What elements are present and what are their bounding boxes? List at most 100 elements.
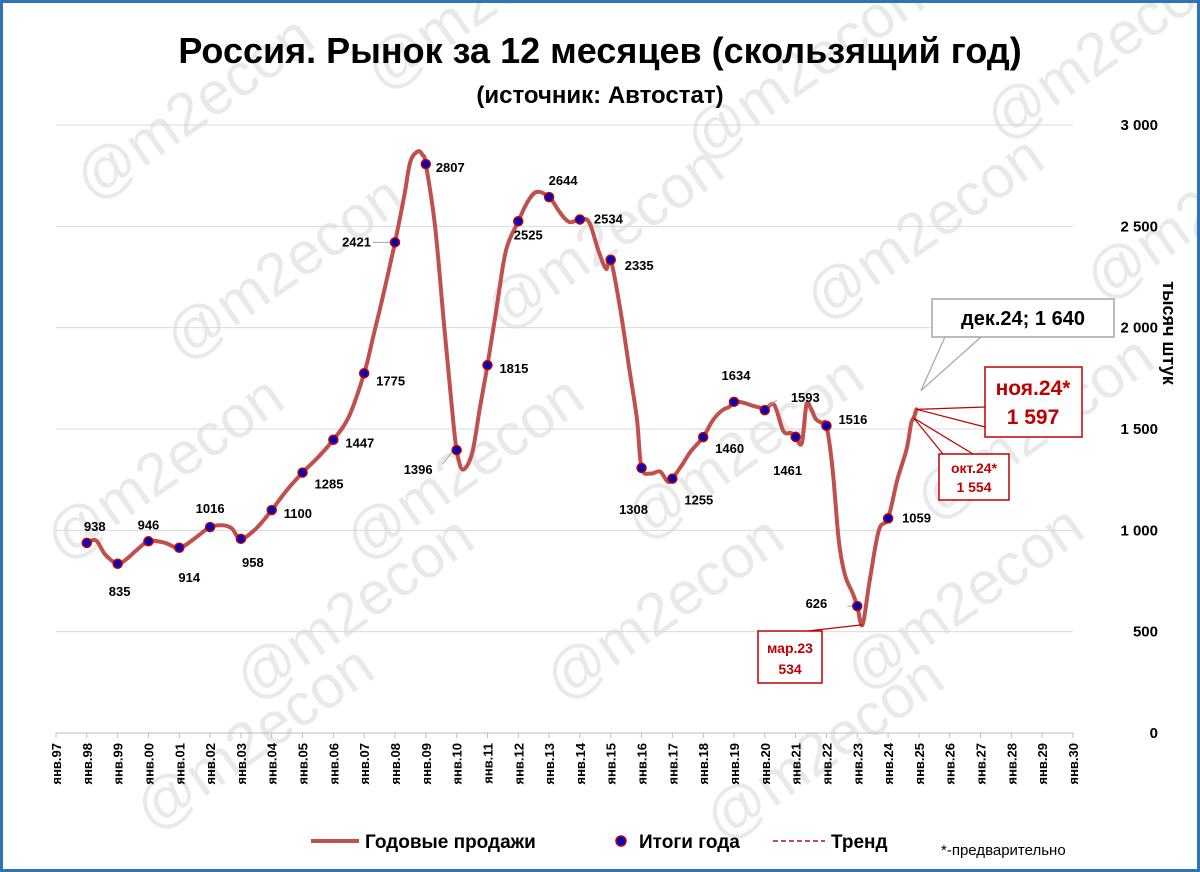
leader-1396 xyxy=(442,449,455,465)
y-tick-label-0: 0 xyxy=(1150,725,1158,742)
x-tick-label-6: янв.03 xyxy=(234,743,249,785)
x-tick-label-29: янв.26 xyxy=(943,743,958,785)
data-label-1396: 1396 xyxy=(404,462,433,477)
legend: Годовые продажи Итоги года Тренд xyxy=(311,832,888,853)
data-label-2525: 2525 xyxy=(514,227,543,242)
gridlines xyxy=(56,124,1073,734)
data-label-626: 626 xyxy=(806,596,828,611)
data-label-1255: 1255 xyxy=(684,493,713,508)
callout-oct24-label: окт.24* xyxy=(951,460,998,476)
year-total-marker-2421 xyxy=(389,237,401,248)
data-label-1593: 1593 xyxy=(791,390,820,405)
y-axis-label: тысяч штук xyxy=(1159,281,1179,385)
callout-dec24-text: дек.24; 1 640 xyxy=(961,308,1085,330)
callout-oct24: окт.24* 1 554 xyxy=(938,453,1010,501)
year-total-marker-1308 xyxy=(636,462,647,474)
x-tick-label-5: янв.02 xyxy=(203,743,218,785)
data-label-1016: 1016 xyxy=(196,501,225,516)
x-tick-label-30: янв.27 xyxy=(974,743,989,785)
legend-label-year-totals: Итоги года xyxy=(639,832,740,853)
year-total-marker-946 xyxy=(143,536,154,547)
x-tick-label-15: янв.12 xyxy=(511,743,526,785)
year-total-marker-1516 xyxy=(821,420,832,432)
data-label-835: 835 xyxy=(109,584,131,599)
x-tick-label-1: янв.98 xyxy=(80,743,95,785)
x-tick-label-22: янв.19 xyxy=(727,743,742,785)
year-total-marker-1100 xyxy=(266,504,277,516)
x-tick-label-7: янв.04 xyxy=(265,742,280,784)
data-label-938: 938 xyxy=(84,519,106,534)
year-total-marker-938 xyxy=(81,537,93,549)
year-total-marker-1016 xyxy=(204,521,216,533)
x-tick-label-13: янв.10 xyxy=(450,743,465,785)
x-tick-label-28: янв.25 xyxy=(912,743,927,785)
x-tick-label-12: янв.09 xyxy=(419,743,434,785)
legend-label-annual-sales: Годовые продажи xyxy=(365,832,536,853)
leader-dec24-a xyxy=(920,336,946,391)
leader-mar23 xyxy=(807,624,863,632)
year-total-marker-1775 xyxy=(358,368,370,379)
year-total-marker-2644 xyxy=(543,191,555,203)
leader-nov24-b xyxy=(916,408,986,428)
y-axis: 0 500 1 000 1 500 2 000 2 500 3 000 xyxy=(1120,117,1158,742)
x-tick-label-21: янв.18 xyxy=(696,743,711,785)
callout-nov24-value: 1 597 xyxy=(1007,406,1060,429)
x-tick-label-26: янв.23 xyxy=(850,743,865,785)
x-tick-label-32: янв.29 xyxy=(1035,743,1050,785)
callout-mar23-value: 534 xyxy=(778,661,802,677)
leader-dec24-b xyxy=(920,336,982,392)
data-label-1460: 1460 xyxy=(715,441,744,456)
data-label-1285: 1285 xyxy=(315,477,344,492)
year-total-marker-2534 xyxy=(574,214,586,225)
legend-swatch-year-totals xyxy=(615,835,627,847)
y-tick-label-1500: 1 500 xyxy=(1120,421,1158,438)
x-tick-label-25: янв.22 xyxy=(819,743,834,785)
watermark-4: @m2econ xyxy=(152,161,415,373)
x-tick-label-33: янв.30 xyxy=(1066,743,1081,785)
x-tick-label-2: янв.99 xyxy=(111,743,126,785)
x-tick-label-3: янв.00 xyxy=(141,743,156,785)
x-tick-label-9: янв.06 xyxy=(326,743,341,785)
data-label-1308: 1308 xyxy=(619,502,648,517)
year-total-marker-2525 xyxy=(513,216,524,227)
y-tick-label-2000: 2 000 xyxy=(1120,320,1158,337)
x-tick-label-16: янв.13 xyxy=(542,743,557,785)
data-label-1100: 1100 xyxy=(284,506,312,521)
x-tick-label-27: янв.24 xyxy=(881,742,896,784)
leader-oct24-a xyxy=(913,417,944,455)
legend-label-trend: Тренд xyxy=(831,832,888,853)
callout-mar23: мар.23 534 xyxy=(757,630,823,684)
x-tick-label-4: янв.01 xyxy=(172,743,187,785)
callout-dec24: дек.24; 1 640 xyxy=(931,298,1115,338)
data-label-1815: 1815 xyxy=(499,361,528,376)
data-label-958: 958 xyxy=(242,555,264,570)
leader-nov24-a xyxy=(916,406,986,410)
y-tick-label-3000: 3 000 xyxy=(1120,117,1158,134)
data-label-914: 914 xyxy=(178,570,200,585)
x-tick-label-19: янв.16 xyxy=(635,743,650,785)
callout-oct24-value: 1 554 xyxy=(956,479,991,495)
x-tick-label-17: янв.14 xyxy=(573,742,588,784)
data-label-2534: 2534 xyxy=(594,211,624,226)
data-label-1461: 1461 xyxy=(773,463,802,478)
callout-mar23-label: мар.23 xyxy=(767,640,813,656)
marker-1059 xyxy=(882,513,894,524)
year-total-marker-1447 xyxy=(328,434,339,445)
year-total-marker-2807 xyxy=(420,158,432,170)
data-label-2421: 2421 xyxy=(342,234,371,249)
data-label-2644: 2644 xyxy=(549,173,579,188)
year-total-marker-1593 xyxy=(759,404,771,416)
year-total-marker-626 xyxy=(852,600,863,612)
x-tick-label-8: янв.05 xyxy=(296,743,311,785)
x-tick-label-14: янв.11 xyxy=(480,743,495,784)
data-label-1059: 1059 xyxy=(902,510,931,525)
footnote: *-предварительно xyxy=(941,842,1066,859)
watermark-14: @m2econ xyxy=(832,491,1095,703)
x-tick-label-24: янв.21 xyxy=(789,743,804,785)
leader-oct24-b xyxy=(913,417,974,455)
x-tick-label-20: янв.17 xyxy=(665,743,680,785)
year-total-marker-1285 xyxy=(297,467,308,478)
x-tick-label-11: янв.08 xyxy=(388,743,403,785)
x-tick-label-31: янв.28 xyxy=(1004,743,1019,785)
